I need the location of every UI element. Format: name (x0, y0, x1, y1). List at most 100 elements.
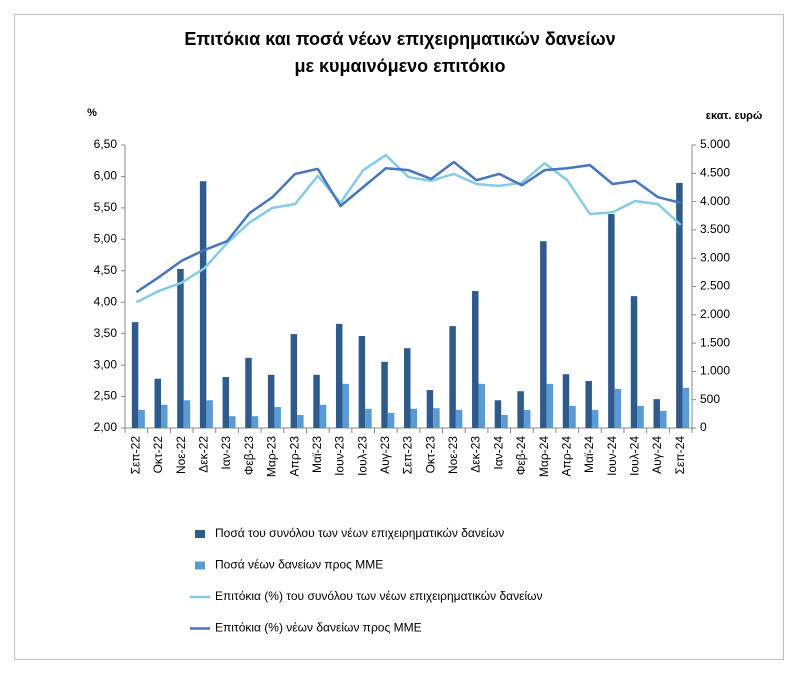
x-tick-label: Μαϊ-24 (582, 436, 596, 473)
x-tick-label: Απρ-24 (559, 436, 573, 477)
bar (682, 387, 690, 428)
bar (229, 416, 236, 428)
x-tick-label: Ιουλ-24 (627, 436, 641, 476)
x-tick-label: Σεπ-24 (673, 436, 687, 475)
bar (222, 377, 230, 428)
x-tick-label: Ιουλ-23 (355, 436, 369, 476)
bar (161, 404, 168, 428)
bar (659, 411, 667, 428)
x-tick-label: Αυγ-23 (378, 436, 392, 474)
y-tick-label: 3,50 (94, 326, 118, 340)
bar (523, 409, 531, 428)
x-tick-label: Ιουν-24 (605, 436, 619, 476)
bar (404, 348, 411, 428)
legend-label: Επιτόκια (%) νέων δανείων προς ΜΜΕ (215, 621, 422, 635)
x-tick-label: Μαϊ-23 (310, 436, 324, 473)
bar (676, 182, 683, 428)
y2-tick-label: 4.000 (700, 194, 730, 208)
y-tick-label: 4,00 (94, 294, 118, 308)
y2-tick-label: 0 (700, 420, 707, 434)
bar (653, 399, 660, 428)
bar (313, 374, 320, 428)
y-tick-label: 5,00 (94, 232, 118, 246)
y2-tick-label: 500 (700, 392, 720, 406)
bar (267, 374, 275, 428)
bar (177, 268, 184, 428)
x-tick-label: Δεκ-22 (197, 436, 211, 473)
x-tick-label: Μαρ-23 (265, 436, 279, 477)
x-tick-label: Ιουν-23 (333, 436, 347, 476)
legend-label: Επιτόκια (%) του συνόλου των νέων επιχει… (215, 589, 543, 603)
x-tick-label: Απρ-23 (287, 436, 301, 477)
y-tick-label: 6,00 (94, 169, 118, 183)
chart-frame (14, 14, 784, 660)
legend-swatch (195, 530, 205, 538)
x-tick-label: Δεκ-23 (469, 436, 483, 473)
line (135, 153, 682, 304)
bar (199, 181, 207, 428)
legend-swatch (195, 561, 205, 570)
bar (562, 374, 570, 428)
y-tick-label: 2,00 (94, 420, 118, 434)
x-tick-label: Νοε-22 (174, 436, 188, 474)
bar (245, 357, 252, 428)
x-tick-label: Ιαν-23 (219, 436, 233, 470)
bar (131, 322, 139, 428)
bar (517, 391, 524, 428)
bar (478, 383, 486, 428)
bar (426, 390, 434, 428)
y2-tick-label: 5.000 (700, 137, 730, 151)
line (135, 160, 681, 294)
bar (183, 400, 191, 428)
bar (335, 323, 343, 428)
x-tick-label: Φεβ-24 (514, 436, 528, 475)
x-tick-label: Οκτ-22 (151, 436, 165, 474)
bar (342, 383, 349, 428)
bar (154, 378, 162, 428)
bar (591, 409, 599, 428)
x-tick-label: Ιαν-24 (491, 436, 505, 470)
bar (569, 405, 576, 428)
bar (358, 336, 366, 428)
bar (494, 400, 502, 428)
y2-tick-label: 3.000 (700, 250, 730, 264)
x-tick-label: Νοε-23 (446, 436, 460, 474)
bar (585, 381, 592, 428)
y-axis-label: % (87, 107, 97, 119)
bar (455, 409, 463, 428)
bar (614, 388, 622, 428)
bar (206, 400, 213, 428)
bar (546, 383, 554, 428)
bar (608, 214, 615, 428)
y2-tick-label: 1.000 (700, 364, 730, 378)
bar (319, 404, 327, 428)
chart-title: Επιτόκια και ποσά νέων επιχειρηματικών δ… (184, 29, 616, 76)
y2-tick-label: 3.500 (700, 222, 730, 236)
bar (540, 241, 547, 428)
bar (290, 334, 298, 428)
legend-label: Ποσά νέων δανείων προς ΜΜΕ (215, 558, 383, 572)
bar (472, 291, 479, 428)
bar (297, 414, 304, 428)
y-tick-label: 6,50 (94, 137, 118, 151)
legend-label: Ποσά του συνόλου των νέων επιχειρηματικώ… (215, 526, 504, 540)
y-tick-label: 4,50 (94, 263, 118, 277)
bar (630, 296, 638, 428)
x-tick-label: Οκτ-23 (423, 436, 437, 474)
y2-tick-label: 1.500 (700, 335, 730, 349)
bar (501, 414, 508, 428)
bar (449, 326, 456, 428)
bar (251, 416, 259, 428)
x-tick-label: Σεπ-23 (401, 436, 415, 475)
bar (433, 408, 440, 428)
y2-tick-label: 4.500 (700, 165, 730, 179)
y-tick-label: 3,00 (94, 357, 118, 371)
bar (274, 407, 281, 428)
y2-axis-label: εκατ. ευρώ (706, 110, 763, 122)
x-tick-label: Αυγ-24 (650, 436, 664, 474)
y-tick-label: 2,50 (94, 389, 118, 403)
bar (381, 361, 388, 428)
y2-tick-label: 2.000 (700, 307, 730, 321)
